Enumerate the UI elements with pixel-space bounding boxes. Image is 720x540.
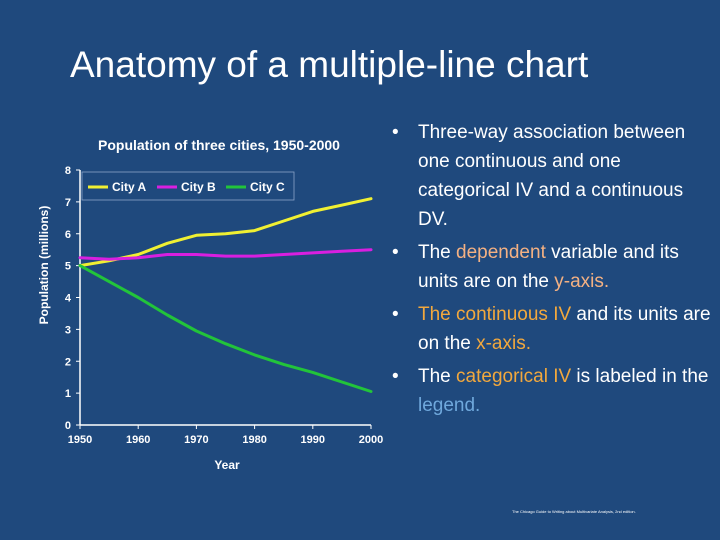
bullet-item: • The dependent variable and its units ar… — [392, 238, 712, 296]
bullet-text: and its units are on the — [418, 304, 711, 354]
bullet-text: x-axis. — [476, 333, 532, 354]
x-tick-label: 2000 — [359, 434, 383, 446]
bullet-text: is labeled in the — [571, 366, 709, 387]
footnote: The Chicago Guide to Writing about Multi… — [512, 509, 636, 514]
axis-ticks: 0 1 2 3 4 5 6 7 8 1950 1960 1970 1980 1990 2000 — [65, 165, 383, 446]
legend: City A City B City C — [81, 171, 295, 201]
y-tick-label: 0 — [65, 420, 71, 432]
x-axis-label: Year — [214, 458, 240, 472]
y-tick-label: 4 — [65, 293, 72, 305]
series-lines — [78, 197, 373, 393]
x-tick-label: 1960 — [126, 434, 150, 446]
slide-title: Anatomy of a multiple-line chart — [70, 44, 589, 85]
bullet-text: The continuous IV — [418, 304, 572, 325]
series-line-city-b — [78, 248, 373, 261]
legend-label: City A — [112, 180, 147, 194]
bullet-text: legend. — [418, 395, 481, 416]
bullet-text: Three-way association between one contin… — [418, 122, 686, 230]
bullet-list: • Three-way association between one conti… — [392, 118, 712, 424]
legend-box — [81, 171, 295, 201]
bullet-dot-icon: • — [392, 242, 399, 263]
series-line-city-c — [78, 264, 373, 393]
chart-title: Population of three cities, 1950-2000 — [98, 137, 340, 153]
x-tick-label: 1990 — [301, 434, 325, 446]
legend-label: City B — [181, 180, 216, 194]
y-tick-label: 2 — [65, 356, 71, 368]
series-line-city-a — [78, 197, 373, 268]
bullet-dot-icon: • — [392, 304, 399, 325]
y-tick-label: 1 — [65, 388, 71, 400]
x-tick-label: 1950 — [68, 434, 92, 446]
bullet-item: • The continuous IV and its units are on … — [392, 300, 712, 358]
y-tick-label: 3 — [65, 324, 71, 336]
bullet-item: • Three-way association between one conti… — [392, 118, 712, 234]
bullet-dot-icon: • — [392, 366, 399, 387]
bullet-text: The — [418, 366, 457, 387]
bullet-text: variable and its units are on the — [418, 242, 679, 292]
bullet-text: dependent — [456, 242, 546, 263]
bullet-text: categorical IV — [456, 366, 572, 387]
x-tick-label: 1970 — [184, 434, 208, 446]
line-chart: Population of three cities, 1950-2000 Po… — [37, 137, 383, 472]
legend-label: City C — [250, 180, 285, 194]
bullet-item: • The categorical IV is labeled in the le… — [392, 362, 712, 420]
x-tick-label: 1980 — [242, 434, 266, 446]
y-axis-label: Population (millions) — [37, 206, 51, 325]
bullet-text: y-axis. — [554, 271, 610, 292]
y-tick-label: 6 — [65, 229, 71, 241]
y-tick-label: 7 — [65, 197, 71, 209]
y-tick-label: 8 — [65, 165, 71, 177]
bullet-text: The — [418, 242, 457, 263]
y-tick-label: 5 — [65, 261, 71, 273]
bullet-dot-icon: • — [392, 122, 399, 143]
